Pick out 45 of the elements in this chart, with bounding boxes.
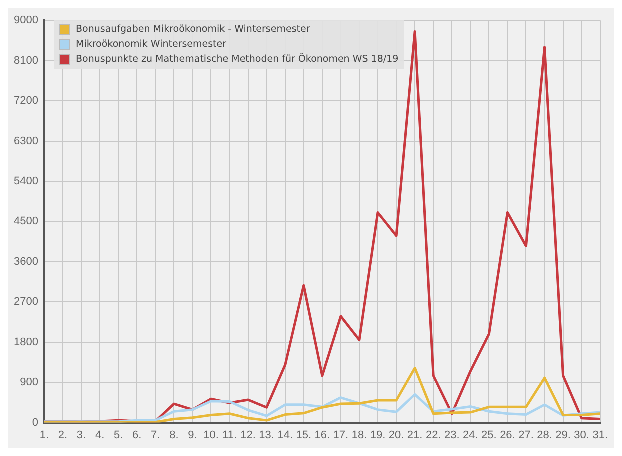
x-tick-label: 15. [296,429,312,442]
x-tick-label: 5. [114,429,124,442]
y-tick-label: 8100 [14,54,38,67]
x-tick-label: 1. [40,429,50,442]
x-tick-label: 6. [132,429,142,442]
y-tick-label: 7200 [14,95,38,108]
x-tick-label: 7. [151,429,160,442]
x-tick-label: 22. [426,429,442,442]
x-tick-label: 14. [278,429,293,442]
x-tick-label: 19. [370,429,386,442]
y-tick-label: 4500 [14,216,38,228]
x-tick-label: 2. [58,429,68,442]
x-tick-label: 24. [463,429,478,442]
x-tick-label: 10. [204,429,219,442]
y-tick-label: 6300 [14,135,38,148]
x-tick-label: 16. [314,429,330,442]
x-tick-label: 30. [574,429,590,442]
x-tick-label: 9. [188,429,198,442]
x-tick-label: 13. [259,429,274,442]
y-tick-label: 9000 [14,14,38,27]
x-tick-label: 27. [518,429,534,442]
y-tick-label: 5400 [14,176,38,188]
x-tick-label: 12. [240,429,256,442]
x-tick-label: 29. [556,429,571,442]
y-tick-label: 900 [20,376,38,389]
x-tick-label: 26. [500,429,516,442]
x-tick-label: 25. [482,429,497,442]
x-tick-label: 31. [592,429,608,442]
legend-label: Mikroökonomik Wintersemester [76,39,227,50]
x-tick-label: 17. [333,429,349,442]
y-tick-label: 3600 [14,256,38,268]
x-tick-label: 28. [537,429,552,442]
x-tick-label: 18. [352,429,368,442]
x-tick-label: 21. [407,429,423,442]
y-tick-label: 1800 [14,336,38,348]
y-tick-label: 0 [32,416,38,429]
x-tick-label: 20. [388,429,404,442]
x-tick-label: 4. [95,429,105,442]
x-tick-label: 3. [76,429,86,442]
legend-label: Bonuspunkte zu Mathematische Methoden für Ökonomen WS 18/19 [76,54,399,65]
y-tick-label: 2700 [14,296,38,308]
x-tick-label: 8. [170,429,179,442]
legend-label: Bonusaufgaben Mikroökonomik - Wintersemester [76,24,310,35]
x-tick-label: 23. [444,429,460,442]
x-tick-label: 11. [222,429,238,442]
